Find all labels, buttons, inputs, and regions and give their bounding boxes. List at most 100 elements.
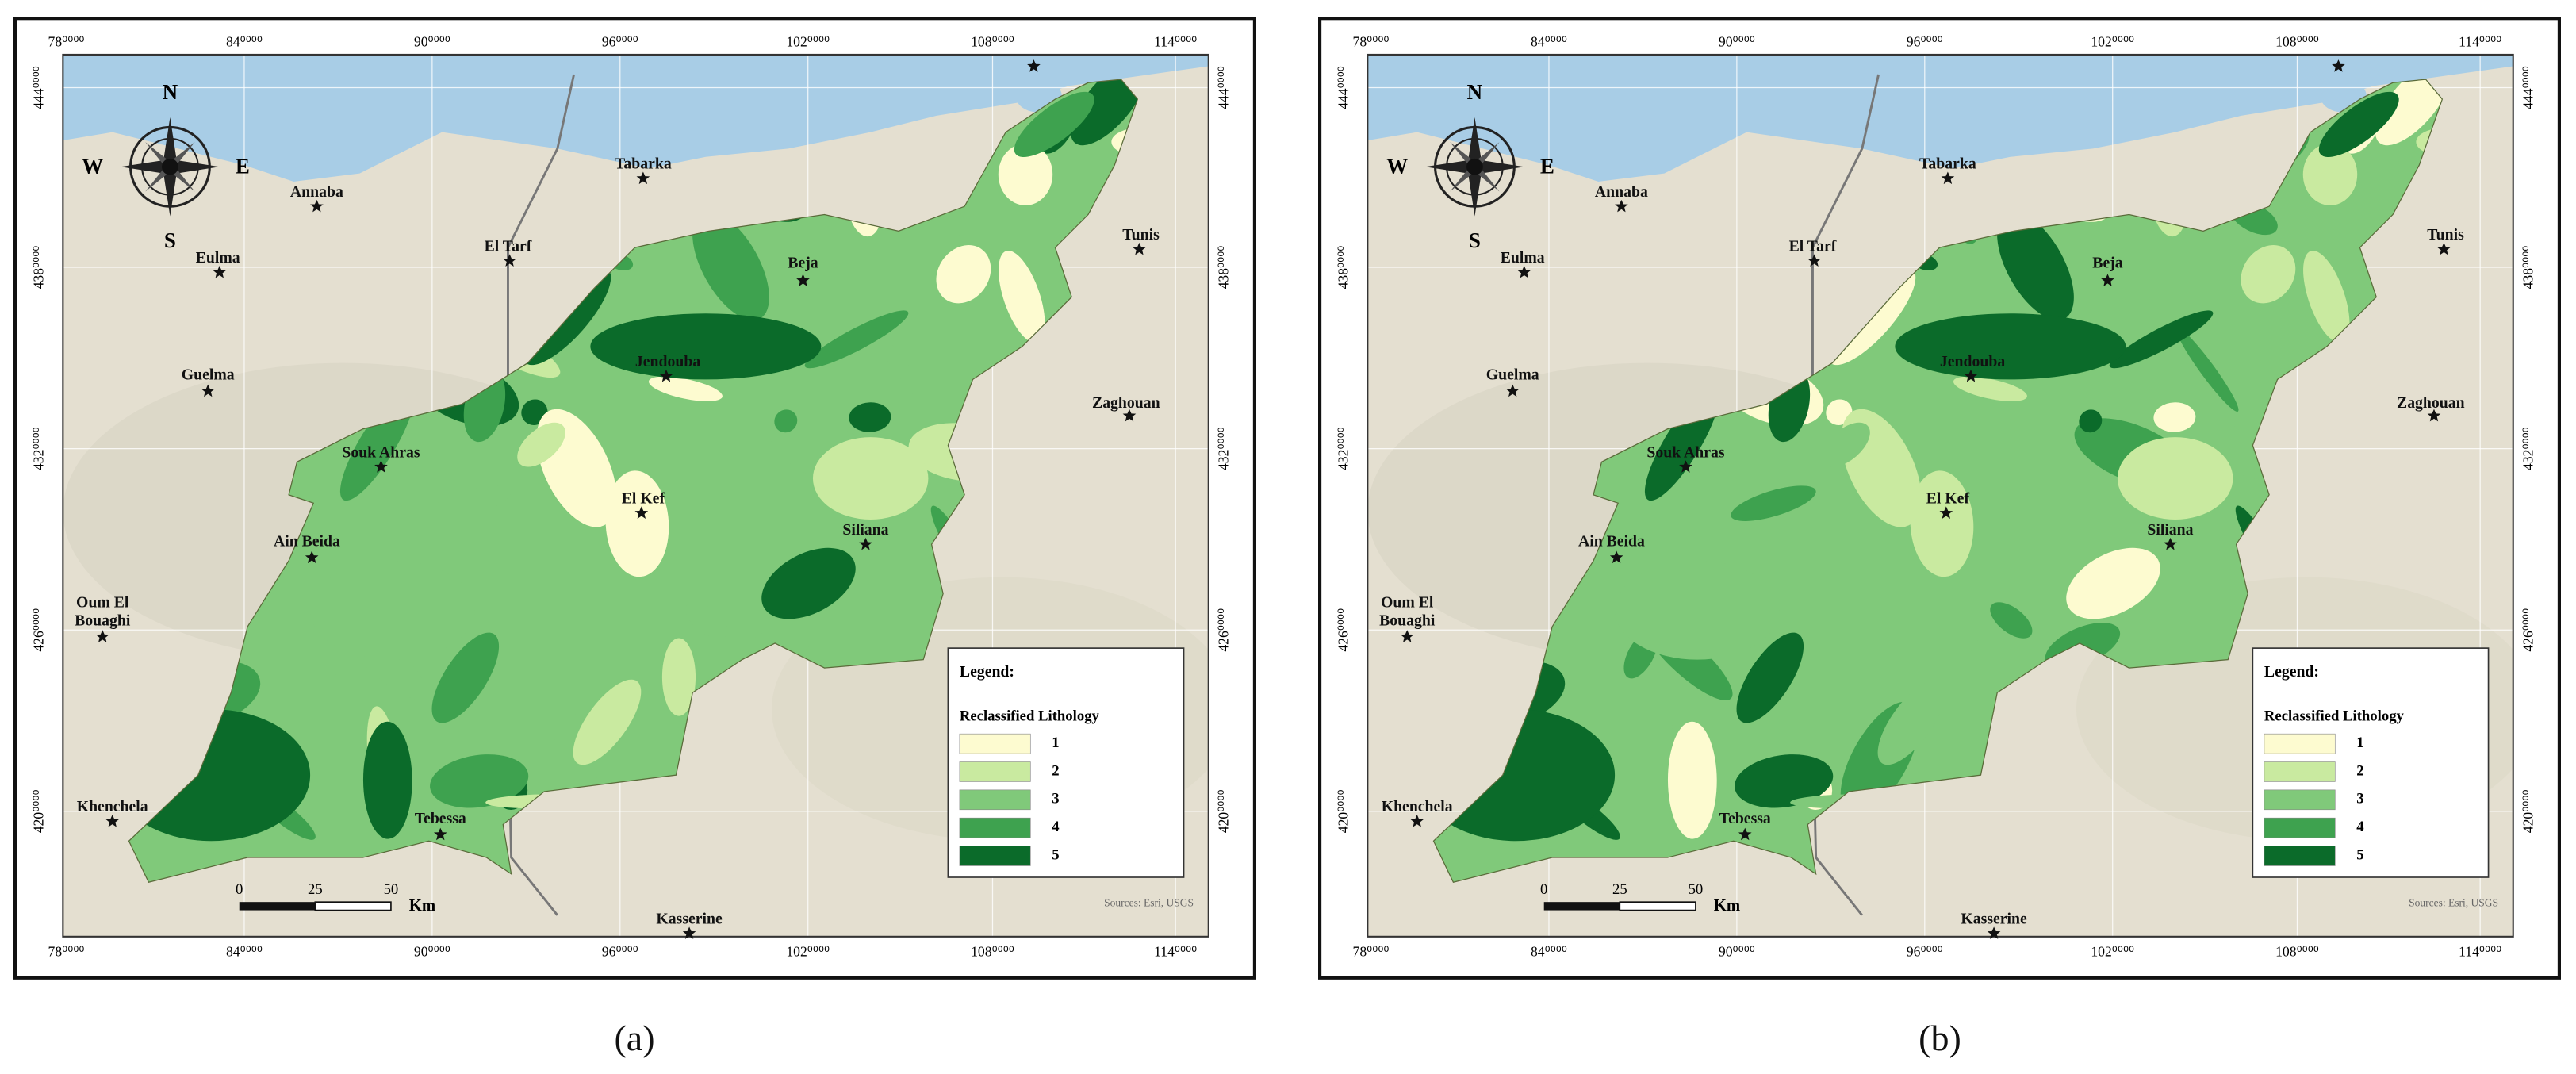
legend-swatch <box>959 761 1031 782</box>
lithology-patch <box>1731 485 1816 521</box>
x-tick-label: 108⁰⁰⁰⁰ <box>2275 33 2319 49</box>
lithology-patch <box>1895 313 2126 380</box>
lithology-patch <box>936 245 991 304</box>
compass-letter: E <box>236 155 250 178</box>
x-tick-label: 96⁰⁰⁰⁰ <box>602 33 638 49</box>
compass-letter: E <box>1540 155 1554 178</box>
city-label: Annaba <box>290 183 343 201</box>
y-tick-label: 432⁰⁰⁰⁰ <box>1335 427 1351 470</box>
lithology-patch <box>1736 632 1804 723</box>
lithology-patch <box>812 437 929 520</box>
legend-label: 2 <box>2356 762 2363 779</box>
lithology-patch <box>310 560 475 660</box>
city-label: Tabarka <box>1919 155 1976 173</box>
lithology-patch <box>431 632 500 723</box>
x-tick-label: 114⁰⁰⁰⁰ <box>2459 33 2501 49</box>
x-tick-label: 114⁰⁰⁰⁰ <box>1154 33 1197 49</box>
lithology-patch <box>1822 422 1870 467</box>
lithology-patch <box>517 422 565 467</box>
lithology-patch <box>2241 245 2296 304</box>
legend-label: 5 <box>1052 846 1059 863</box>
city-label: Siliana <box>2147 521 2193 539</box>
lithology-patch <box>605 470 669 577</box>
x-tick-label: 78⁰⁰⁰⁰ <box>48 944 85 960</box>
city-label: Tabarka <box>615 155 672 173</box>
map-panel: 78⁰⁰⁰⁰ 78⁰⁰⁰⁰ 84⁰⁰⁰⁰ 84⁰⁰⁰⁰ 90⁰⁰⁰⁰ 90⁰⁰⁰⁰ 96⁰⁰… <box>1318 17 2561 980</box>
x-tick-label: 90⁰⁰⁰⁰ <box>1719 944 1755 960</box>
lithology-patch <box>2079 409 2103 433</box>
caption: (a) <box>614 1018 655 1058</box>
scale-label: 25 <box>308 881 323 898</box>
y-tick-label: 432⁰⁰⁰⁰ <box>2520 427 2536 470</box>
city-label: Oum El <box>1381 594 1434 612</box>
city-label: Jendouba <box>635 353 700 370</box>
city-label: Tebessa <box>1719 810 1771 827</box>
scale-bar <box>314 901 392 911</box>
x-tick-label: 84⁰⁰⁰⁰ <box>1531 944 1567 960</box>
watershed-outline <box>1432 79 2444 883</box>
y-tick-label: 426⁰⁰⁰⁰ <box>2520 608 2536 652</box>
map-border <box>62 53 1209 938</box>
watershed-outline <box>128 79 1139 883</box>
legend-title: Legend: <box>960 663 1014 681</box>
x-tick-label: 108⁰⁰⁰⁰ <box>2275 944 2319 960</box>
x-tick-label: 102⁰⁰⁰⁰ <box>786 33 830 49</box>
lithology-patch <box>649 376 723 401</box>
scale-bar <box>1619 901 1696 911</box>
x-tick-label: 114⁰⁰⁰⁰ <box>1154 944 1197 960</box>
caption: (b) <box>1919 1018 1961 1058</box>
x-tick-label: 114⁰⁰⁰⁰ <box>2459 944 2501 960</box>
legend-swatch <box>959 817 1031 838</box>
compass-letter: W <box>82 155 103 178</box>
lithology-patch <box>2318 91 2399 158</box>
legend-label: 5 <box>2356 846 2363 863</box>
x-tick-label: 84⁰⁰⁰⁰ <box>1531 33 1567 49</box>
y-tick-label: 438⁰⁰⁰⁰ <box>1216 246 1232 290</box>
lithology-patch <box>2109 310 2214 369</box>
legend-label: 3 <box>2356 791 2363 807</box>
x-tick-label: 108⁰⁰⁰⁰ <box>971 944 1014 960</box>
x-tick-label: 96⁰⁰⁰⁰ <box>602 944 638 960</box>
city-label: Siliana <box>842 521 888 539</box>
legend-swatch <box>2264 846 2336 866</box>
compass-center <box>1466 158 1483 175</box>
y-tick-label: 426⁰⁰⁰⁰ <box>1335 608 1351 652</box>
legend-label: 2 <box>1052 762 1059 779</box>
city-label: Guelma <box>182 366 235 384</box>
city-label: El Tarf <box>485 238 532 255</box>
city-label: Oum El <box>76 594 129 612</box>
legend-swatch <box>959 846 1031 866</box>
city-label: Tunis <box>2427 226 2464 244</box>
legend-subtitle: Reclassified Lithology <box>2264 708 2405 725</box>
compass: N S W E <box>82 80 250 252</box>
lithology-patch <box>661 638 696 716</box>
scale-label: 0 <box>1540 881 1547 898</box>
lithology-patch <box>430 754 529 808</box>
lithology-patch <box>1990 602 2033 639</box>
y-tick-label: 432⁰⁰⁰⁰ <box>30 427 46 470</box>
city-label: Khenchela <box>77 798 148 815</box>
y-tick-label: 420⁰⁰⁰⁰ <box>1335 789 1351 833</box>
legend-title: Legend: <box>2264 663 2319 681</box>
lithology-patch <box>590 313 822 380</box>
lithology-patch <box>426 485 512 521</box>
x-tick-label: 96⁰⁰⁰⁰ <box>1907 33 1943 49</box>
scale-unit: Km <box>409 896 435 915</box>
lithology-patch <box>2175 327 2239 412</box>
city-label: Beja <box>788 254 818 271</box>
y-tick-label: 426⁰⁰⁰⁰ <box>1216 608 1232 652</box>
lithology-patch <box>1953 376 2027 401</box>
x-tick-label: 78⁰⁰⁰⁰ <box>1353 33 1390 49</box>
city-label: Annaba <box>1595 183 1648 201</box>
x-tick-label: 90⁰⁰⁰⁰ <box>414 944 450 960</box>
lithology-patch <box>1667 721 1717 839</box>
y-tick-label: 420⁰⁰⁰⁰ <box>1216 789 1232 833</box>
compass-center <box>162 158 178 175</box>
lithology-patch <box>2302 143 2358 205</box>
y-tick-label: 444⁰⁰⁰⁰ <box>1216 66 1232 109</box>
map-panel: 78⁰⁰⁰⁰ 78⁰⁰⁰⁰ 84⁰⁰⁰⁰ 84⁰⁰⁰⁰ 90⁰⁰⁰⁰ 90⁰⁰⁰⁰ 96⁰⁰… <box>13 17 1256 980</box>
city-label: Khenchela <box>1382 798 1453 815</box>
lithology-patch <box>2117 437 2233 520</box>
y-tick-label: 438⁰⁰⁰⁰ <box>30 246 46 290</box>
map-border <box>1367 53 2514 938</box>
